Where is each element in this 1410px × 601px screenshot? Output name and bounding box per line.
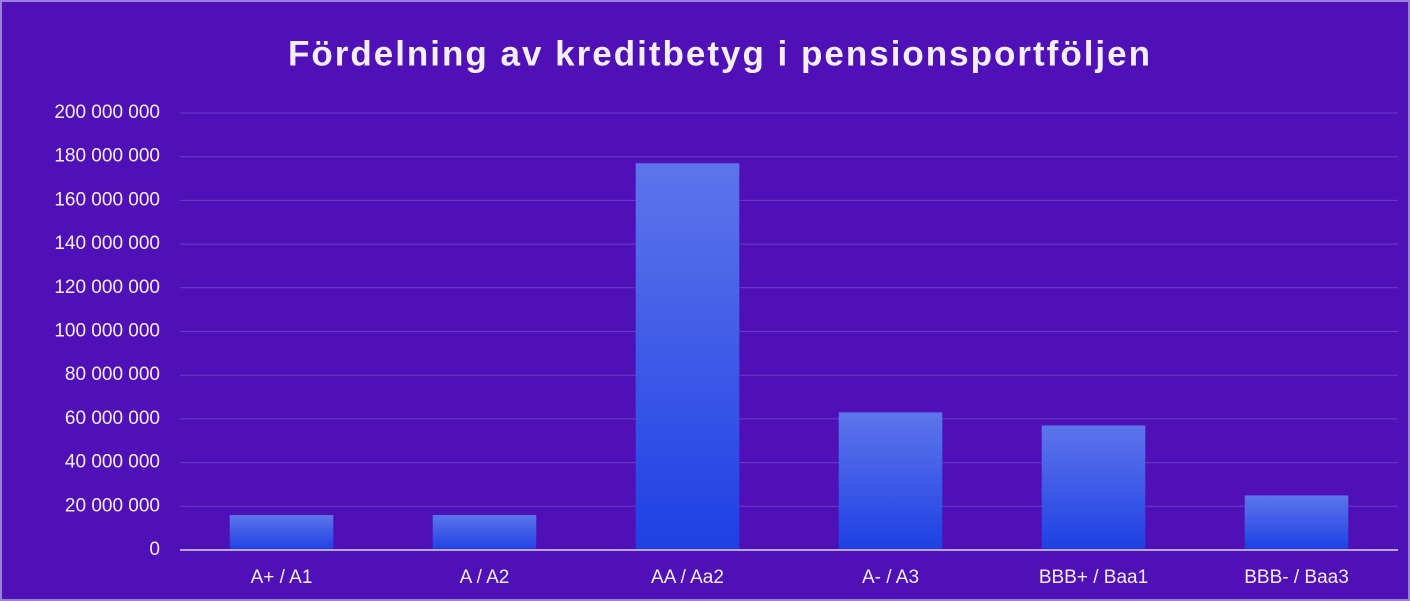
chart-title: Fördelning av kreditbetyg i pensionsport…: [288, 34, 1152, 73]
bar-shine: [432, 515, 537, 550]
y-tick-label: 60 000 000: [65, 408, 160, 429]
x-tick-label: A+ / A1: [251, 567, 313, 588]
x-tick-label: A / A2: [460, 567, 510, 588]
y-tick-label: 180 000 000: [54, 146, 160, 167]
y-tick-label: 200 000 000: [54, 102, 160, 123]
x-tick-label: BBB+ / Baa1: [1039, 567, 1148, 588]
bar-shine: [1041, 425, 1146, 550]
y-tick-label: 140 000 000: [54, 233, 160, 254]
y-tick-label: 120 000 000: [54, 277, 160, 298]
y-tick-label: 20 000 000: [65, 495, 160, 516]
y-tick-label: 40 000 000: [65, 452, 160, 473]
y-tick-label: 80 000 000: [65, 364, 160, 385]
x-tick-label: BBB- / Baa3: [1244, 567, 1349, 588]
bar-shine: [838, 412, 943, 550]
x-tick-label: AA / Aa2: [651, 567, 724, 588]
bar-shine: [635, 163, 740, 550]
y-tick-label: 0: [149, 539, 160, 560]
y-tick-label: 100 000 000: [54, 321, 160, 342]
bar-shine: [229, 515, 334, 550]
x-tick-label: A- / A3: [862, 567, 919, 588]
bar-shine: [1244, 495, 1349, 550]
y-tick-label: 160 000 000: [54, 189, 160, 210]
